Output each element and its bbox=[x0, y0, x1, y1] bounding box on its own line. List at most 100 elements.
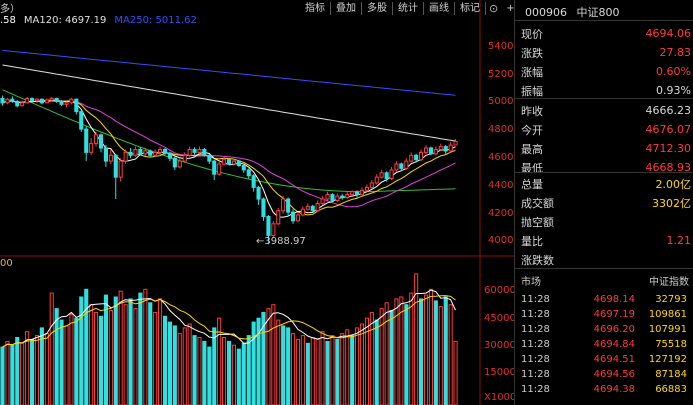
candle-body bbox=[305, 205, 310, 210]
volume-bar bbox=[44, 333, 49, 405]
kline-svg[interactable] bbox=[0, 0, 514, 405]
multi-stock-button[interactable]: 多股 bbox=[362, 2, 393, 15]
candle-body bbox=[143, 150, 148, 155]
volume-bar bbox=[222, 337, 227, 405]
volume-bar bbox=[94, 311, 99, 405]
candle-body bbox=[182, 154, 187, 162]
candle-body bbox=[79, 111, 84, 130]
quote-value: 4712.30 bbox=[645, 142, 692, 155]
candle-body bbox=[158, 149, 163, 153]
volume-bar bbox=[399, 296, 404, 405]
candle-body bbox=[212, 160, 217, 175]
volume-tick: 60000 bbox=[484, 285, 514, 296]
volume-bar bbox=[128, 298, 133, 405]
tick-time: 11:28 bbox=[521, 324, 550, 335]
volume-bar bbox=[34, 335, 40, 405]
candle-body bbox=[167, 152, 172, 159]
candle-body bbox=[39, 98, 44, 104]
quote-row: 昨收 4666.23 bbox=[521, 101, 691, 120]
volume-bar bbox=[74, 317, 79, 405]
candle-body bbox=[138, 149, 143, 155]
tick-vol: 87184 bbox=[655, 369, 687, 380]
quote-row: 量比 1.21 bbox=[521, 231, 691, 250]
volume-bar bbox=[404, 304, 409, 405]
stats-button[interactable]: 统计 bbox=[393, 2, 424, 15]
quote-value: 4694.06 bbox=[645, 27, 692, 40]
tick-row: 11:28 4698.14 32793 bbox=[521, 294, 691, 309]
volume-bar bbox=[443, 296, 448, 405]
candle-body bbox=[330, 194, 335, 201]
candle-body bbox=[345, 194, 350, 199]
draw-line-button[interactable]: 画线 bbox=[424, 2, 455, 15]
add-watchlist-button[interactable]: +自选 bbox=[501, 2, 514, 15]
candle-body bbox=[44, 99, 49, 104]
tick-price: 4694.84 bbox=[593, 339, 635, 350]
overlay-button[interactable]: 叠加 bbox=[331, 2, 362, 15]
indicator-button[interactable]: 指标 bbox=[300, 2, 331, 15]
candle-body bbox=[424, 147, 429, 153]
candle-body bbox=[359, 189, 364, 196]
tick-row: 11:28 4694.38 66883 bbox=[521, 384, 691, 399]
tick-header: 市场 中证指数 bbox=[521, 273, 689, 288]
volume-bar bbox=[187, 323, 192, 405]
candle-body bbox=[384, 172, 389, 180]
quote-value: 4676.07 bbox=[645, 123, 692, 136]
chart-toolbar: 指标 叠加 多股 统计 画线 标记 ⊙ +自选 返回 bbox=[300, 0, 514, 17]
volume-bar bbox=[448, 304, 453, 405]
candle-body bbox=[118, 160, 123, 178]
candle-body bbox=[148, 150, 153, 156]
quote-label: 涨跌 bbox=[521, 46, 543, 60]
candle-body bbox=[187, 149, 192, 156]
tick-header-right: 中证指数 bbox=[649, 277, 689, 288]
candle-body bbox=[399, 163, 404, 169]
quote-label: 涨跌数 bbox=[521, 253, 554, 267]
candle-body bbox=[98, 134, 104, 149]
candle-body bbox=[335, 195, 340, 202]
volume-bar bbox=[374, 319, 379, 405]
candle-body bbox=[266, 216, 271, 236]
volume-bar bbox=[384, 302, 389, 405]
candle-body bbox=[340, 195, 345, 199]
volume-bar bbox=[0, 346, 5, 405]
tick-time: 11:28 bbox=[521, 384, 550, 395]
quote-label: 振幅 bbox=[521, 84, 543, 98]
volume-bar bbox=[419, 298, 424, 405]
candle-body bbox=[281, 198, 286, 212]
price-tick: 5000 bbox=[488, 96, 514, 107]
candle-body bbox=[103, 147, 109, 162]
tick-vol: 66883 bbox=[655, 384, 687, 395]
candle-body bbox=[202, 149, 207, 156]
target-icon[interactable]: ⊙ bbox=[489, 2, 499, 15]
kline-chart-panel[interactable]: 多） .58 MA120: 4697.19 MA250: 5011.62 指标 … bbox=[0, 0, 514, 405]
volume-bar bbox=[320, 331, 325, 405]
volume-bar bbox=[133, 308, 138, 405]
divider bbox=[515, 172, 693, 173]
quote-value: 2.00亿 bbox=[655, 177, 692, 191]
volume-bar bbox=[84, 288, 89, 405]
quote-value: 1.21 bbox=[666, 234, 692, 247]
mark-button[interactable]: 标记 bbox=[455, 2, 486, 15]
candle-body bbox=[69, 98, 74, 104]
divider bbox=[515, 268, 693, 269]
candle-body bbox=[433, 149, 438, 155]
candle-body bbox=[108, 154, 113, 162]
volume-bar bbox=[438, 306, 443, 405]
price-tick: 4200 bbox=[488, 208, 514, 219]
candle-body bbox=[251, 175, 256, 188]
quote-value: 0.60% bbox=[656, 65, 691, 78]
volume-bar bbox=[350, 335, 355, 405]
candle-body bbox=[5, 98, 10, 104]
volume-bar bbox=[64, 325, 69, 405]
candle-body bbox=[217, 163, 222, 175]
volume-bar bbox=[207, 346, 212, 405]
tick-row: 11:28 4697.19 109861 bbox=[521, 309, 691, 324]
volume-bar bbox=[118, 290, 123, 405]
candle-body bbox=[414, 154, 419, 161]
volume-bar bbox=[192, 335, 197, 405]
quote-row: 涨幅 0.60% bbox=[521, 62, 691, 81]
quote-value: 4666.23 bbox=[645, 104, 692, 117]
period-label: 多） bbox=[0, 4, 20, 15]
volume-bar bbox=[325, 340, 330, 405]
volume-bar bbox=[172, 325, 177, 405]
volume-bar bbox=[295, 338, 300, 405]
